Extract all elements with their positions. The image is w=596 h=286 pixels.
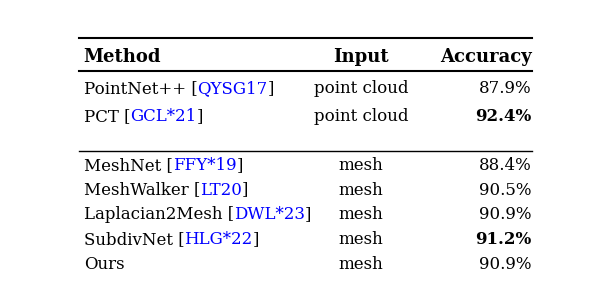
Text: MeshWalker [: MeshWalker [: [83, 182, 200, 198]
Text: mesh: mesh: [339, 157, 383, 174]
Text: ]: ]: [253, 231, 259, 248]
Text: Ours: Ours: [83, 255, 125, 273]
Text: 87.9%: 87.9%: [479, 80, 532, 97]
Text: GCL*21: GCL*21: [131, 108, 197, 125]
Text: PointNet++ [: PointNet++ [: [83, 80, 197, 97]
Text: FFY*19: FFY*19: [173, 157, 236, 174]
Text: Method: Method: [83, 48, 162, 66]
Text: Accuracy: Accuracy: [440, 48, 532, 66]
Text: point cloud: point cloud: [313, 80, 408, 97]
Text: 88.4%: 88.4%: [479, 157, 532, 174]
Text: ]: ]: [268, 80, 274, 97]
Text: ]: ]: [236, 157, 243, 174]
Text: point cloud: point cloud: [313, 108, 408, 125]
Text: Laplacian2Mesh [: Laplacian2Mesh [: [83, 206, 234, 223]
Text: 90.5%: 90.5%: [479, 182, 532, 198]
Text: ]: ]: [242, 182, 249, 198]
Text: MeshNet [: MeshNet [: [83, 157, 173, 174]
Text: 90.9%: 90.9%: [479, 206, 532, 223]
Text: LT20: LT20: [200, 182, 242, 198]
Text: PCT [: PCT [: [83, 108, 131, 125]
Text: mesh: mesh: [339, 231, 383, 248]
Text: 90.9%: 90.9%: [479, 255, 532, 273]
Text: ]: ]: [197, 108, 203, 125]
Text: 92.4%: 92.4%: [476, 108, 532, 125]
Text: SubdivNet [: SubdivNet [: [83, 231, 184, 248]
Text: DWL*23: DWL*23: [234, 206, 305, 223]
Text: Input: Input: [333, 48, 389, 66]
Text: QYSG17: QYSG17: [197, 80, 268, 97]
Text: ]: ]: [305, 206, 311, 223]
Text: mesh: mesh: [339, 255, 383, 273]
Text: mesh: mesh: [339, 182, 383, 198]
Text: HLG*22: HLG*22: [184, 231, 253, 248]
Text: mesh: mesh: [339, 206, 383, 223]
Text: 91.2%: 91.2%: [476, 231, 532, 248]
